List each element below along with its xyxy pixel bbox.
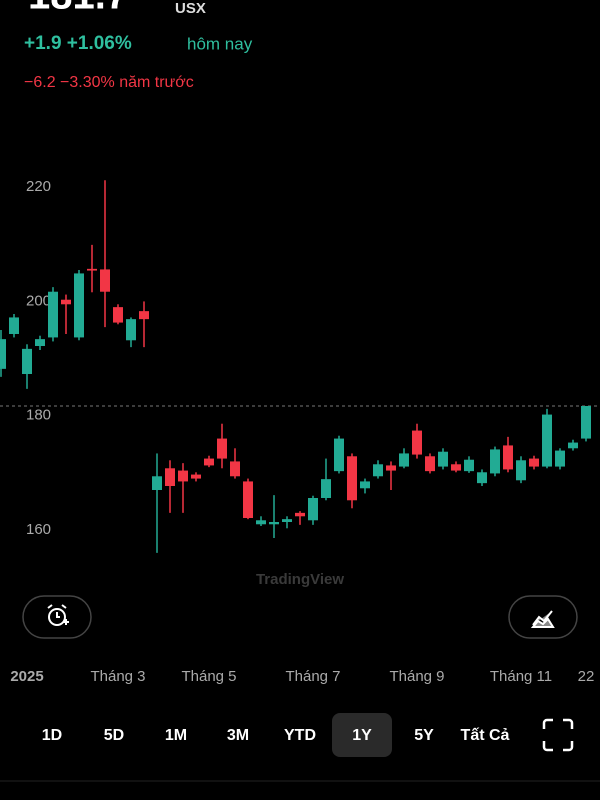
day-change: +1.9 +1.06% — [24, 33, 132, 54]
candle-body — [48, 291, 58, 338]
candle-body — [542, 414, 552, 467]
day-label: hôm nay — [187, 34, 253, 53]
candle-body — [334, 438, 344, 472]
candle-body — [152, 476, 162, 490]
candle-body — [178, 470, 188, 482]
range-button[interactable]: 1D — [42, 727, 62, 744]
candle-body — [529, 458, 539, 467]
candle-body — [113, 307, 123, 323]
candle-body — [347, 456, 357, 501]
range-bar: 1D 5D 1M 3M YTD 1Y 5Y Tất Cả — [42, 713, 510, 757]
fullscreen-button[interactable] — [542, 718, 574, 752]
watermark: TradingView — [256, 571, 344, 588]
year-change: −6.2 −3.30% năm trước — [24, 74, 194, 91]
candle-body — [139, 311, 149, 320]
range-button[interactable]: 3M — [227, 727, 249, 744]
candle-body — [373, 464, 383, 477]
range-button[interactable]: 5Y — [414, 727, 434, 744]
x-tick-label: Tháng 7 — [285, 668, 340, 685]
candle-body — [61, 299, 71, 305]
range-selected[interactable] — [332, 713, 392, 757]
candle-body — [321, 479, 331, 498]
candle-body — [386, 465, 396, 471]
x-tick-label: Tháng 9 — [389, 668, 444, 685]
range-button[interactable]: 1Y — [352, 727, 372, 744]
range-button[interactable]: Tất Cả — [461, 727, 510, 744]
y-tick-label: 220 — [26, 178, 51, 195]
chart-type-frame[interactable] — [508, 595, 578, 639]
candle-body — [295, 512, 305, 517]
candle-body — [451, 464, 461, 471]
alarm-icon — [48, 608, 66, 626]
candle-body — [503, 445, 513, 470]
candle-body — [243, 481, 253, 518]
candle-body — [490, 449, 500, 474]
candle-body — [230, 461, 240, 477]
candle-body — [555, 450, 565, 467]
y-tick-label: 200 — [26, 292, 51, 309]
candle-body — [269, 522, 279, 525]
candle-body — [412, 430, 422, 455]
candle-body — [581, 406, 591, 439]
candle-body — [100, 269, 110, 292]
x-tick-label: 2025 — [10, 668, 43, 685]
x-tick-label: Tháng 5 — [181, 668, 236, 685]
range-button[interactable]: 5D — [104, 727, 124, 744]
candle-body — [126, 319, 136, 341]
candle-body — [568, 442, 578, 449]
candle-body — [256, 520, 266, 525]
currency: USX — [175, 0, 206, 17]
alarm-button[interactable] — [22, 595, 92, 639]
chart-type-button[interactable] — [508, 595, 578, 639]
price: 181.7 — [28, 0, 128, 18]
candle-body — [360, 481, 370, 489]
candle-body — [308, 498, 318, 521]
candle-body — [516, 460, 526, 481]
candle-body — [477, 472, 487, 484]
candle-body — [217, 438, 227, 459]
candle-body — [9, 317, 19, 334]
y-tick-label: 160 — [26, 521, 51, 538]
candle-body — [399, 453, 409, 467]
range-button[interactable]: 1M — [165, 727, 187, 744]
candle-body — [22, 348, 32, 374]
candle-body — [0, 339, 6, 369]
candle-body — [74, 273, 84, 338]
x-tick-label: Tháng 11 — [490, 668, 552, 685]
y-tick-label: 180 — [26, 407, 51, 424]
candle-body — [282, 519, 292, 522]
candle-body — [204, 458, 214, 466]
x-tick-label: 22 — [578, 668, 595, 685]
chart: 160 180 200 220 2025 Tháng 3 Tháng 5 Tháng 7 Thá… — [0, 178, 600, 685]
candle-body — [35, 339, 45, 346]
candle-body — [464, 459, 474, 472]
fullscreen-icon[interactable] — [542, 718, 574, 752]
candle-body — [165, 468, 175, 486]
candle-body — [425, 456, 435, 472]
candle-body — [438, 451, 448, 467]
candle-body — [191, 474, 201, 479]
candle-body — [87, 268, 97, 271]
x-tick-label: Tháng 3 — [90, 668, 145, 685]
chart-type-icon — [530, 610, 555, 628]
range-button[interactable]: YTD — [284, 727, 316, 744]
alarm-icon-detail — [47, 604, 69, 625]
